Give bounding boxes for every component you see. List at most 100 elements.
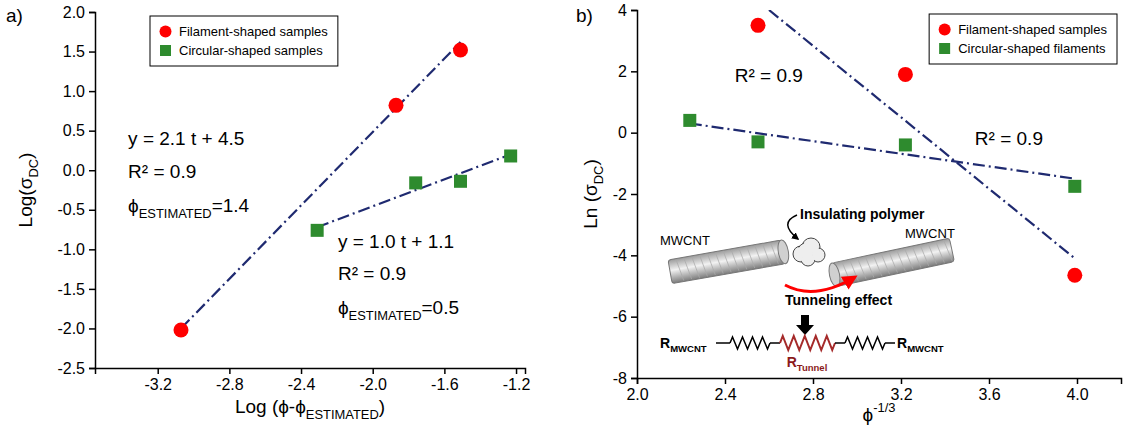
text-part: Tunneling effect bbox=[785, 292, 892, 308]
x-axis-line bbox=[96, 369, 526, 375]
x-tick-label: 4.0 bbox=[1066, 386, 1088, 403]
wire bbox=[885, 342, 895, 344]
wire bbox=[835, 342, 845, 344]
subscript: ESTIMATED bbox=[139, 206, 212, 221]
y-tick-mark bbox=[89, 51, 95, 53]
tube-texture bbox=[708, 253, 716, 275]
y-axis: -8-6-4-2024 bbox=[613, 2, 638, 387]
legend-label: Circular-shaped filaments bbox=[958, 41, 1106, 56]
y-tick: 1.0 bbox=[63, 83, 95, 100]
x-tick: -1.6 bbox=[431, 368, 459, 393]
annotation: R² = 0.9 bbox=[975, 128, 1043, 149]
x-tick-mark bbox=[301, 368, 303, 374]
y-tick-mark bbox=[89, 130, 95, 132]
text-part: ) bbox=[15, 153, 36, 159]
tube-texture bbox=[731, 249, 739, 271]
annotation: ϕESTIMATED=0.5 bbox=[338, 297, 459, 323]
resistor bbox=[845, 337, 885, 349]
x-tick-mark bbox=[725, 378, 727, 384]
x-tick: 2.4 bbox=[714, 378, 736, 403]
text-part: MWCNT bbox=[905, 226, 955, 241]
y-tick-mark bbox=[89, 328, 95, 330]
tube-texture bbox=[889, 251, 897, 273]
x-tick-label: -2.4 bbox=[288, 376, 316, 393]
fit-line bbox=[317, 154, 511, 227]
tube-texture bbox=[944, 239, 952, 261]
text-part: R bbox=[897, 335, 907, 351]
y-tick-label: -6 bbox=[613, 308, 627, 325]
y-tick-mark bbox=[89, 289, 95, 291]
text-part: y = 1.0 t + 1.1 bbox=[338, 231, 454, 252]
cloud-fill bbox=[799, 244, 813, 258]
text-part: ) bbox=[379, 396, 385, 417]
x-tick: -3.2 bbox=[144, 368, 172, 393]
text-part: ϕ bbox=[338, 297, 349, 318]
legend-marker bbox=[939, 43, 950, 54]
data-point bbox=[752, 135, 765, 148]
tube-texture bbox=[700, 255, 708, 277]
subscript: MWCNT bbox=[670, 343, 707, 354]
text-part: Log(σ bbox=[15, 177, 36, 227]
tube-end bbox=[776, 239, 790, 264]
data-point bbox=[504, 149, 517, 162]
panel: -3.2-2.8-2.4-2.0-1.6-1.2-2.5-2.0-1.5-1.0… bbox=[6, 4, 530, 422]
y-tick-mark bbox=[89, 249, 95, 251]
annotation: y = 2.1 t + 4.5 bbox=[128, 128, 244, 149]
superscript: -1/3 bbox=[873, 400, 895, 415]
data-point bbox=[389, 98, 404, 113]
tube-texture bbox=[771, 242, 779, 264]
x-axis-title: ϕ-1/3 bbox=[863, 400, 896, 425]
x-tick-mark bbox=[901, 378, 903, 384]
plot-marks bbox=[174, 42, 518, 337]
tube-texture bbox=[920, 244, 928, 266]
y-tick-mark bbox=[631, 316, 637, 318]
data-point bbox=[174, 323, 189, 338]
right-nanotube bbox=[827, 238, 954, 287]
x-tick: 4.0 bbox=[1066, 378, 1088, 403]
y-tick: 4 bbox=[618, 2, 637, 19]
y-tick-label: -8 bbox=[613, 370, 627, 387]
tube-texture bbox=[928, 243, 936, 265]
inset-diagram: Insulating polymerMWCNTMWCNTTunneling ef… bbox=[660, 206, 955, 373]
x-tick: -1.2 bbox=[503, 368, 531, 393]
x-tick-label: 3.6 bbox=[978, 386, 1000, 403]
data-point bbox=[898, 67, 913, 82]
tube-texture bbox=[715, 252, 723, 274]
tube-texture bbox=[763, 244, 771, 266]
x-axis: -3.2-2.8-2.4-2.0-1.6-1.2 bbox=[96, 368, 531, 393]
legend-marker bbox=[939, 24, 951, 36]
y-tick-label: -2.0 bbox=[57, 320, 85, 337]
text-part: R bbox=[660, 335, 670, 351]
y-tick: 2.0 bbox=[63, 4, 95, 21]
y-tick-label: 2.0 bbox=[63, 4, 85, 21]
data-point bbox=[751, 18, 766, 33]
y-tick-label: -0.5 bbox=[57, 201, 85, 218]
text-part: R² = 0.9 bbox=[975, 128, 1043, 149]
y-tick: 0.5 bbox=[63, 122, 95, 139]
y-tick: -8 bbox=[613, 370, 637, 387]
y-tick-mark bbox=[631, 132, 637, 134]
wire bbox=[716, 342, 730, 344]
text-part: ϕ bbox=[863, 404, 874, 425]
y-tick-label: -4 bbox=[613, 247, 627, 264]
annotation: ϕESTIMATED=1.4 bbox=[128, 195, 250, 221]
x-tick-label: -3.2 bbox=[144, 376, 172, 393]
text-part: ϕ bbox=[128, 195, 139, 216]
inset-label: Tunneling effect bbox=[785, 292, 892, 308]
tube-texture bbox=[739, 248, 747, 270]
x-tick: 2.8 bbox=[802, 378, 824, 403]
legend: Filament-shaped samplesCircular-shaped s… bbox=[150, 16, 338, 66]
data-point bbox=[409, 176, 422, 189]
data-point bbox=[453, 42, 468, 57]
data-point bbox=[899, 138, 912, 151]
down-arrow bbox=[796, 315, 814, 335]
tunneling-arrow bbox=[785, 277, 855, 291]
tube-texture bbox=[676, 259, 684, 281]
x-tick-label: -1.2 bbox=[503, 376, 531, 393]
x-tick: -2.0 bbox=[359, 368, 387, 393]
tunnel-resistor bbox=[780, 336, 835, 350]
y-tick-label: 1.5 bbox=[63, 43, 85, 60]
y-axis-title: Log(σDC) bbox=[15, 153, 41, 228]
y-tick-mark bbox=[89, 210, 95, 212]
annotation: y = 1.0 t + 1.1 bbox=[338, 231, 454, 252]
